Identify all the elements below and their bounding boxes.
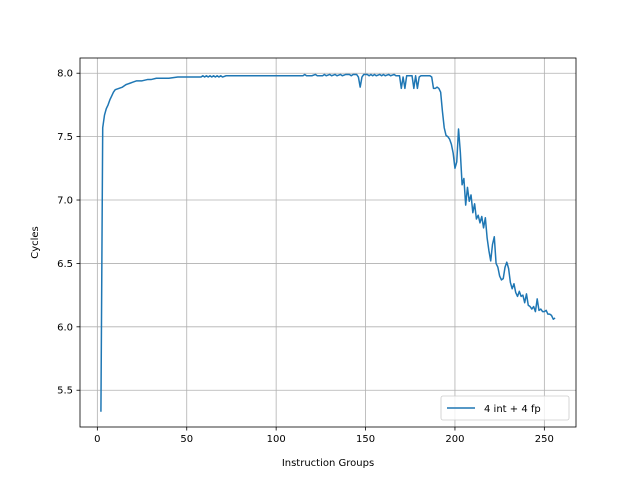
legend-entry-label: 4 int + 4 fp: [484, 404, 541, 415]
y-axis: 5.5 6.0 6.5 7.0 7.5 8.0: [57, 69, 80, 397]
x-axis-label: Instruction Groups: [282, 458, 374, 469]
y-tick-label: 6.0: [57, 322, 73, 333]
grid: [80, 58, 576, 427]
series-line-0: [100, 73, 556, 412]
y-tick-label: 8.0: [57, 69, 73, 80]
x-tick-label: 100: [267, 434, 286, 445]
x-axis: 0 50 100 150 200 250: [94, 427, 554, 445]
series-layer: [100, 73, 556, 412]
x-tick-label: 50: [180, 434, 193, 445]
legend: 4 int + 4 fp: [440, 395, 570, 421]
y-tick-label: 5.5: [57, 386, 73, 397]
y-axis-label: Cycles: [30, 226, 41, 259]
x-tick-label: 250: [535, 434, 554, 445]
y-tick-label: 6.5: [57, 259, 73, 270]
x-tick-label: 150: [356, 434, 375, 445]
x-tick-label: 0: [94, 434, 100, 445]
plot-frame: [79, 57, 577, 428]
legend-box: [440, 395, 570, 421]
y-tick-label: 7.5: [57, 132, 73, 143]
x-tick-label: 200: [445, 434, 464, 445]
y-tick-label: 7.0: [57, 196, 73, 207]
